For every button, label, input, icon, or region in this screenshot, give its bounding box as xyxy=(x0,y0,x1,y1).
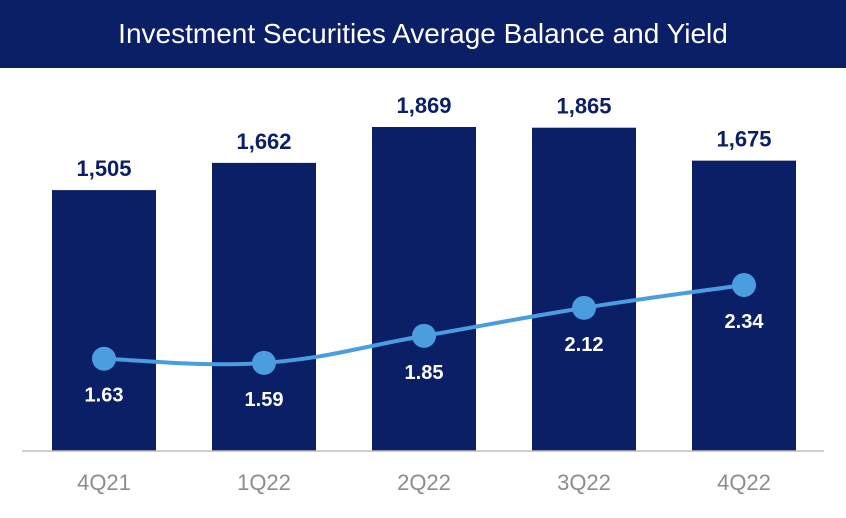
yield-value-label: 1.85 xyxy=(405,362,444,384)
x-tick-label: 2Q22 xyxy=(397,470,451,495)
bar-value-label: 1,869 xyxy=(396,93,451,118)
yield-point xyxy=(572,295,596,320)
yield-point xyxy=(412,323,436,348)
bar xyxy=(52,190,156,451)
bar xyxy=(692,160,796,452)
bar-value-label: 1,505 xyxy=(76,156,131,181)
x-tick-label: 4Q21 xyxy=(77,470,131,495)
bar xyxy=(212,162,316,451)
yield-value-label: 2.12 xyxy=(565,334,604,356)
yield-value-label: 1.63 xyxy=(85,385,124,407)
x-tick-label: 4Q22 xyxy=(717,470,771,495)
yield-point xyxy=(92,346,116,371)
chart-title-bar: Investment Securities Average Balance an… xyxy=(0,0,846,68)
yield-value-label: 2.34 xyxy=(725,311,765,333)
bar xyxy=(372,127,476,451)
bar-value-label: 1,675 xyxy=(716,127,771,152)
x-tick-label: 1Q22 xyxy=(237,470,291,495)
yield-value-label: 1.59 xyxy=(245,389,284,411)
yield-point xyxy=(732,273,756,297)
chart-title: Investment Securities Average Balance an… xyxy=(118,18,728,49)
yield-point xyxy=(252,350,276,375)
bar-value-label: 1,865 xyxy=(556,94,611,119)
bar xyxy=(532,127,636,451)
x-tick-label: 3Q22 xyxy=(557,470,611,495)
bar-value-label: 1,662 xyxy=(236,129,291,154)
